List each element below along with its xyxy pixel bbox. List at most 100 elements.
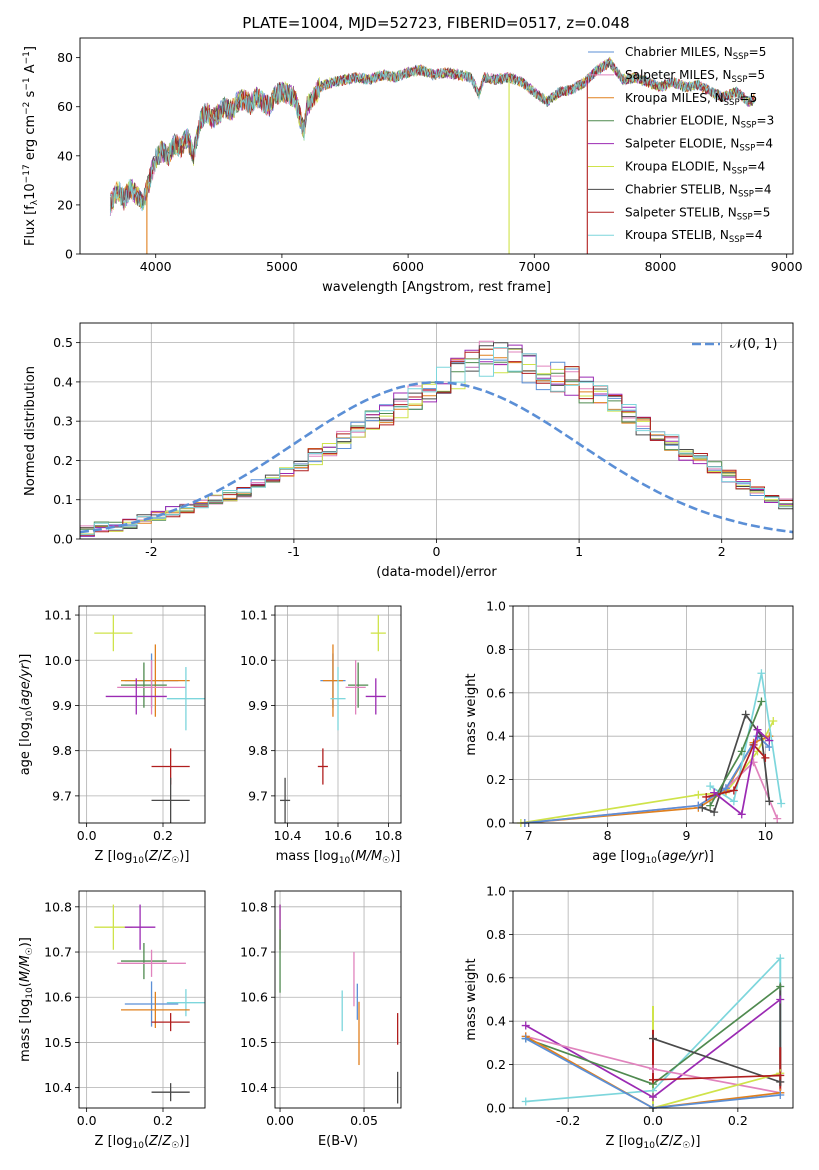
x-tick-label: 7000	[518, 259, 550, 274]
weight-marker-salpeter_elodie	[765, 736, 774, 745]
weight-marker-salpeter_elodie	[776, 995, 785, 1004]
y-tick-label: 10.4	[240, 1080, 268, 1095]
point-kroupa_elodie	[94, 615, 133, 652]
weight-marker-chabrier_elodie	[737, 747, 746, 756]
axes-border	[79, 322, 794, 540]
axes-border	[274, 605, 402, 824]
y-tick-label: 10.0	[240, 653, 268, 668]
y-tick-label: 0.2	[53, 453, 73, 468]
panel-mass-vs-z: 0.0 0.2 10.4 10.5 10.6 10.7 10.8 Z [log10(Z/Z☉)…	[18, 890, 206, 1151]
y-tick-label: 9.7	[52, 788, 72, 803]
y-tick-label: 9.9	[248, 698, 268, 713]
weight-marker-chabrier_elodie	[776, 982, 785, 991]
axes-frame: 0.00 0.05 10.4 10.5 10.6 10.7 10.8 E(B-V)	[240, 890, 402, 1149]
y-tick-label: 0.2	[486, 772, 506, 787]
axes-border	[512, 605, 794, 824]
axes-frame: 4000 5000 6000 7000 8000 9000 0 20 40 60 80 wavelen…	[22, 37, 803, 295]
y-tick-label: 10.8	[240, 899, 268, 914]
weight-marker-chabrier_stelib	[710, 808, 719, 817]
axes-frame: 7 8 9 10 0.0 0.2 0.4 0.6 0.8 1.0 age [log10(age/yr…	[464, 599, 794, 866]
weight-marker-kroupa_stelib	[706, 782, 715, 791]
y-tick-label: 9.7	[248, 788, 268, 803]
y-tick-label: 60	[57, 99, 73, 114]
panel-age-vs-z: 0.0 0.2 9.7 9.8 9.9 10.0 10.1 Z [log10(Z/Z☉)] ag…	[18, 605, 206, 866]
x-tick-label: 0.0	[77, 828, 97, 843]
y-tick-label: 0.6	[486, 685, 506, 700]
y-tick-label: 10.0	[44, 653, 72, 668]
x-tick-label: 0.2	[153, 1113, 173, 1128]
axes-frame: 0.0 0.2 10.4 10.5 10.6 10.7 10.8 Z [log10(Z/Z☉)…	[18, 890, 206, 1151]
x-axis-label: E(B-V)	[318, 1134, 358, 1149]
y-axis-label: Normed distribution	[23, 366, 38, 496]
x-tick-label: 10.6	[324, 828, 352, 843]
x-tick-label: 0	[433, 544, 441, 559]
weight-marker-salpeter_stelib	[776, 1071, 785, 1080]
legend-label-salpeter_elodie: Salpeter ELODIE, NSSP=4	[625, 137, 773, 154]
histogram-kroupa_stelib	[80, 347, 793, 539]
y-tick-label: 10.8	[44, 899, 72, 914]
point-kroupa_miles	[121, 644, 190, 717]
panel-mass-weight-vs-z: -0.2 0.0 0.2 0.0 0.2 0.4 0.6 0.8 1.0 Z [log10(Z/Z…	[464, 884, 794, 1151]
weight-marker-kroupa_stelib	[521, 1097, 530, 1106]
panel-age-vs-mass: 10.4 10.6 10.8 9.7 9.8 9.9 10.0 10.1 mass [log10…	[240, 605, 402, 866]
weight-marker-salpeter_miles	[773, 814, 782, 823]
weight-marker-kroupa_stelib	[776, 954, 785, 963]
y-tick-label: 20	[57, 197, 73, 212]
weight-marker-salpeter_stelib	[649, 1075, 657, 1084]
plot-area-residual-hist	[80, 340, 793, 539]
axes-frame: -2 -1 0 1 2 0.0 0.1 0.2 0.3 0.4 0.5 (data-model)/er…	[23, 322, 794, 580]
x-tick-label: -1	[288, 544, 300, 559]
legend-label-chabrier_stelib: Chabrier STELIB, NSSP=4	[625, 182, 772, 199]
x-tick-label: 6000	[392, 259, 424, 274]
y-tick-label: 0.0	[486, 816, 506, 831]
spectrum-legend: Chabrier MILES, NSSP=5 Salpeter MILES, NS…	[588, 45, 774, 245]
x-tick-label: -0.2	[556, 1113, 580, 1128]
y-tick-label: 9.8	[52, 743, 72, 758]
x-tick-label: 0.0	[77, 1113, 97, 1128]
y-axis-label: mass [log10(M/M☉)]	[18, 937, 35, 1062]
x-tick-label: 10	[757, 828, 773, 843]
weight-marker-chabrier_stelib	[649, 1034, 657, 1043]
x-tick-label: 5000	[266, 259, 298, 274]
y-tick-label: 0.3	[53, 414, 73, 429]
weight-marker-salpeter_stelib	[761, 753, 770, 762]
y-tick-label: 10.5	[240, 1035, 268, 1050]
point-salpeter_stelib	[151, 1013, 190, 1032]
x-axis-label: Z [log10(Z/Z☉)]	[95, 1134, 190, 1151]
plot-area-mass-weight-vs-age	[516, 669, 786, 827]
legend-label-kroupa_miles: Kroupa MILES, NSSP=5	[625, 91, 757, 108]
y-tick-label: 0.0	[486, 1101, 506, 1116]
y-tick-label: 10.5	[44, 1035, 72, 1050]
panel-residual-hist: -2 -1 0 1 2 0.0 0.1 0.2 0.3 0.4 0.5 (data-model)/er…	[23, 322, 794, 580]
x-tick-label: 0.05	[350, 1113, 378, 1128]
spectrum-line-kroupa_stelib	[109, 59, 755, 214]
figure-title: PLATE=1004, MJD=52723, FIBERID=0517, z=0…	[242, 14, 629, 32]
normal-curve	[80, 380, 793, 534]
y-tick-label: 0.8	[486, 642, 506, 657]
weight-marker-chabrier_stelib	[698, 803, 707, 812]
x-axis-label: age [log10(age/yr)]	[592, 849, 714, 866]
y-axis-label: Flux [fλ10−17 erg cm−2 s−1 A−1]	[22, 46, 40, 246]
x-tick-label: 10.4	[274, 828, 302, 843]
weight-marker-salpeter_miles	[649, 1064, 657, 1073]
axes-border	[79, 37, 794, 255]
point-chabrier_elodie	[121, 942, 167, 980]
weight-marker-chabrier_miles	[776, 1090, 785, 1099]
weight-marker-salpeter_elodie	[521, 1021, 530, 1030]
y-tick-label: 0.2	[486, 1057, 506, 1072]
y-tick-label: 40	[57, 148, 73, 163]
y-tick-label: 0.6	[486, 970, 506, 985]
point-kroupa_stelib	[166, 667, 205, 731]
weight-marker-chabrier_miles	[521, 1034, 530, 1043]
plot-area-mass-vs-z	[94, 904, 205, 1102]
point-salpeter_elodie	[124, 904, 156, 950]
y-tick-label: 10.6	[44, 990, 72, 1005]
legend-label-kroupa_stelib: Kroupa STELIB, NSSP=4	[625, 228, 763, 245]
y-tick-label: 10.6	[240, 990, 268, 1005]
weight-marker-chabrier_stelib	[741, 710, 750, 719]
point-chabrier_elodie	[348, 662, 369, 708]
x-tick-label: 9	[683, 828, 691, 843]
point-salpeter_miles	[117, 660, 186, 715]
